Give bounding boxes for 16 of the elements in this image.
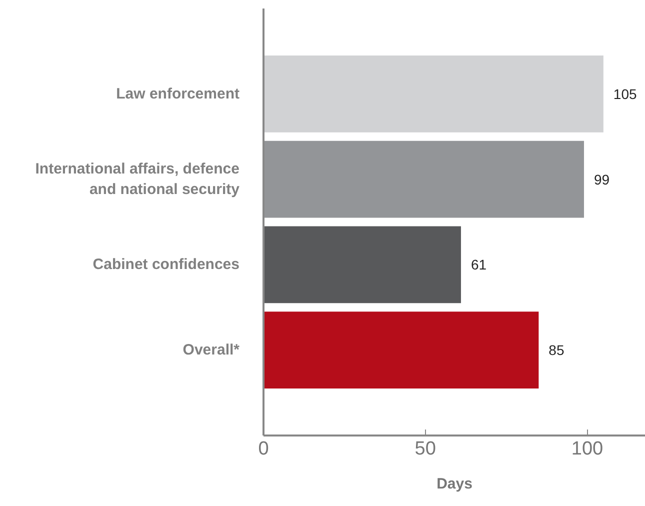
x-axis-title: Days (436, 476, 472, 492)
bar (264, 55, 604, 132)
data-label: 85 (548, 342, 564, 358)
data-label: 99 (594, 171, 610, 188)
data-label: 105 (613, 86, 637, 102)
x-tick-label: 50 (414, 438, 436, 460)
y-tick-label: Law enforcement (116, 85, 240, 102)
x-tick-label: 0 (258, 438, 269, 460)
y-tick-label: Cabinet confidences (92, 256, 240, 274)
y-tick-label: Overall* (182, 342, 240, 359)
bar (264, 226, 461, 304)
bar (264, 140, 584, 218)
bar (264, 312, 539, 389)
y-tick-label: International affairs, defence and national security (35, 160, 240, 198)
x-tick-label: 100 (571, 438, 604, 460)
data-label: 61 (470, 256, 487, 273)
